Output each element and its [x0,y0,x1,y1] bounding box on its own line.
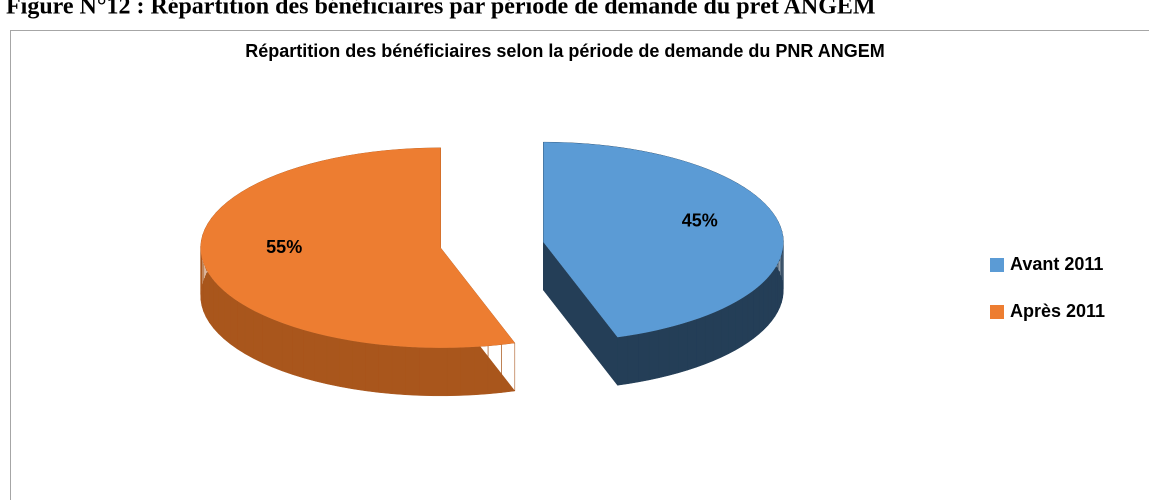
data-label: 45% [682,211,718,231]
data-label: 55% [266,237,302,257]
legend-swatch [990,305,1004,319]
slice [543,142,784,338]
legend-swatch [990,258,1004,272]
legend-label: Après 2011 [1010,301,1105,321]
chart-title: Répartition des bénéficiaires selon la p… [245,41,884,61]
legend-label: Avant 2011 [1010,254,1103,274]
slice [200,147,515,348]
figure-caption: Figure N°12 : Répartition des bénéficiai… [6,0,876,20]
